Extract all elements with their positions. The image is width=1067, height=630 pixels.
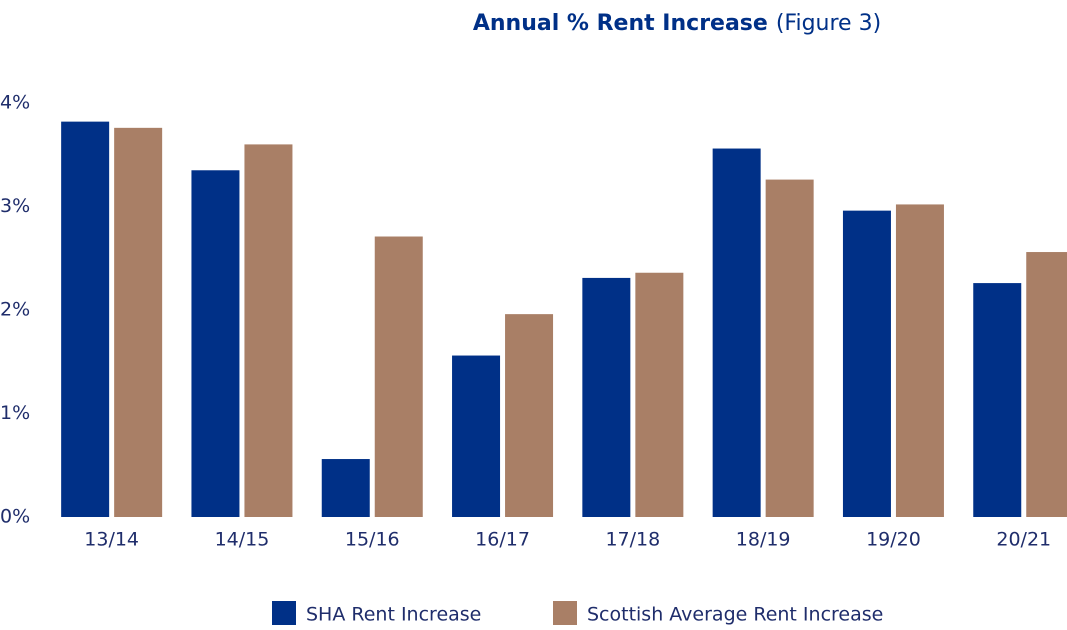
bar [895,204,944,517]
y-tick-label: 2% [0,299,30,321]
bar [61,121,110,517]
bar [712,148,761,518]
bar [1026,252,1067,518]
x-tick-label: 19/20 [866,529,921,551]
bar [191,170,240,517]
chart-subtitle: (Figure 3) [776,11,881,36]
x-tick-label: 13/14 [84,529,139,551]
x-tick-label: 18/19 [736,529,791,551]
bar [505,314,554,517]
bar [582,277,631,517]
x-tick-label: 17/18 [605,529,660,551]
x-tick-label: 15/16 [345,529,400,551]
legend-label: Scottish Average Rent Increase [587,604,883,626]
bar [765,179,814,517]
x-tick-label: 16/17 [475,529,530,551]
chart-title: Annual % Rent Increase [473,11,768,36]
bar [452,355,501,517]
y-tick-label: 3% [0,195,30,217]
legend-label: SHA Rent Increase [306,604,481,626]
bar [244,144,293,517]
y-tick-label: 1% [0,402,30,424]
bar [973,283,1022,517]
y-tick-label: 0% [0,506,30,528]
bar [114,127,163,517]
bar [321,459,370,517]
x-tick-label: 20/21 [996,529,1051,551]
bar [635,272,684,517]
legend-swatch [553,601,577,625]
chart-title-group: Annual % Rent Increase (Figure 3) [473,11,881,36]
y-tick-label: 4% [0,92,30,114]
bar [842,210,891,517]
x-tick-label: 14/15 [215,529,270,551]
bar [374,236,423,517]
legend-swatch [272,601,296,625]
